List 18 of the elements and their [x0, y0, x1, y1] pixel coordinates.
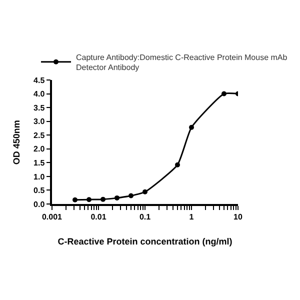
y-tick-label: 2.0 — [34, 144, 46, 154]
y-tick-label: 0.0 — [34, 200, 46, 209]
y-axis-title: OD 450nm — [12, 120, 22, 165]
y-tick-label: 1.5 — [34, 158, 46, 168]
legend-label: Capture Antibody:Domestic C-Reactive Protein Mouse mAb Detector Antibody — [76, 52, 288, 72]
y-tick-label: 3.5 — [34, 103, 46, 112]
x-tick-label: 0.1 — [139, 212, 152, 222]
x-tick-label: 0.01 — [90, 212, 107, 222]
y-tick-label: 4.5 — [34, 76, 46, 85]
x-axis-title: C-Reactive Protein concentration (ng/ml) — [58, 236, 232, 247]
x-tick-label: 0.001 — [42, 212, 63, 222]
y-tick-label: 3.0 — [34, 117, 46, 126]
y-tick-label: 1.0 — [34, 172, 46, 182]
x-tick-label: 1 — [189, 212, 194, 222]
y-tick-label: 0.5 — [34, 186, 46, 196]
x-tick-label: 10 — [234, 212, 243, 222]
y-tick-label: 4.0 — [34, 90, 46, 99]
y-tick-label: 2.5 — [34, 130, 46, 140]
